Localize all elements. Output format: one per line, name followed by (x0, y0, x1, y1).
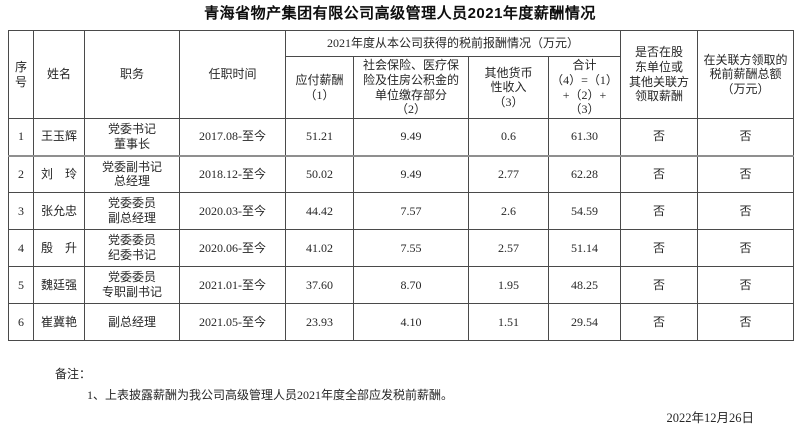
cell-serial: 6 (8, 303, 34, 341)
table-row: 1 王玉辉 党委书记 董事长 2017.08-至今 51.21 9.49 0.6… (8, 118, 795, 157)
cell-name: 王玉辉 (33, 118, 85, 157)
cell-tenure: 2021.05-至今 (179, 303, 286, 341)
cell-insurance: 7.57 (353, 192, 469, 230)
cell-salary: 44.42 (285, 192, 354, 230)
cell-tenure: 2017.08-至今 (179, 118, 286, 157)
cell-other-income: 1.51 (468, 303, 549, 341)
cell-related: 否 (697, 118, 795, 157)
header-salary: 应付薪酬 （1） (285, 56, 354, 119)
header-position: 职务 (84, 30, 180, 119)
cell-tenure: 2021.01-至今 (179, 266, 286, 304)
cell-shareholder: 否 (620, 192, 699, 230)
cell-other-income: 1.95 (468, 266, 549, 304)
cell-shareholder: 否 (620, 118, 699, 157)
page-title: 青海省物产集团有限公司高级管理人员2021年度薪酬情况 (204, 5, 596, 22)
cell-total: 51.14 (547, 229, 622, 267)
cell-insurance: 9.49 (353, 118, 469, 157)
cell-shareholder: 否 (620, 266, 699, 304)
cell-name: 刘 玲 (33, 155, 85, 193)
cell-insurance: 8.70 (353, 266, 469, 304)
cell-name: 张允忠 (33, 192, 85, 230)
table-row: 4 殷 升 党委委员 纪委书记 2020.06-至今 41.02 7.55 2.… (8, 229, 795, 267)
cell-other-income: 0.6 (468, 118, 549, 157)
cell-tenure: 2020.03-至今 (179, 192, 286, 230)
compensation-table: 序 号 姓名 职务 任职时间 2021年度从本公司获得的税前报酬情况（万元） 是… (8, 30, 795, 341)
cell-position: 党委委员 纪委书记 (84, 229, 180, 267)
cell-related: 否 (697, 303, 795, 341)
cell-salary: 50.02 (285, 155, 354, 193)
cell-related: 否 (697, 155, 795, 193)
header-total: 合计 （4）=（1） +（2）+ （3） (547, 56, 622, 119)
cell-insurance: 4.10 (353, 303, 469, 341)
header-other-income: 其他货币 性收入 （3） (468, 56, 549, 119)
cell-other-income: 2.6 (468, 192, 549, 230)
cell-serial: 3 (8, 192, 34, 230)
cell-other-income: 2.77 (468, 155, 549, 193)
cell-tenure: 2020.06-至今 (179, 229, 286, 267)
table-row: 3 张允忠 党委委员 副总经理 2020.03-至今 44.42 7.57 2.… (8, 192, 795, 230)
header-reward-group: 2021年度从本公司获得的税前报酬情况（万元） (284, 30, 622, 57)
header-name: 姓名 (33, 30, 85, 119)
cell-salary: 23.93 (285, 303, 354, 341)
cell-position: 党委书记 董事长 (84, 118, 180, 157)
cell-related: 否 (697, 229, 795, 267)
cell-total: 61.30 (547, 118, 622, 157)
cell-total: 62.28 (547, 155, 622, 193)
cell-shareholder: 否 (620, 303, 699, 341)
cell-serial: 1 (8, 118, 34, 157)
header-serial: 序 号 (8, 30, 34, 119)
header-insurance: 社会保险、医疗保 险及住房公积金的 单位缴存部分 （2） (353, 56, 469, 119)
cell-shareholder: 否 (620, 155, 699, 193)
cell-salary: 41.02 (285, 229, 354, 267)
table-row: 6 崔冀艳 副总经理 2021.05-至今 23.93 4.10 1.51 29… (8, 303, 795, 341)
table-row: 2 刘 玲 党委副书记 总经理 2018.12-至今 50.02 9.49 2.… (8, 155, 795, 193)
cell-tenure: 2018.12-至今 (179, 155, 286, 193)
cell-name: 魏廷强 (33, 266, 85, 304)
note-item: 1、上表披露薪酬为我公司高级管理人员2021年度全部应发税前薪酬。 (87, 388, 454, 402)
header-row-group: 序 号 姓名 职务 任职时间 2021年度从本公司获得的税前报酬情况（万元） 是… (8, 30, 795, 119)
header-tenure: 任职时间 (179, 30, 286, 119)
cell-serial: 5 (8, 266, 34, 304)
header-row-sub: 应付薪酬 （1） 社会保险、医疗保 险及住房公积金的 单位缴存部分 （2） 其他… (9, 56, 794, 119)
cell-shareholder: 否 (620, 229, 699, 267)
cell-related: 否 (697, 266, 795, 304)
cell-other-income: 2.57 (468, 229, 549, 267)
cell-total: 29.54 (547, 303, 622, 341)
cell-position: 党委委员 副总经理 (84, 192, 180, 230)
cell-position: 党委副书记 总经理 (84, 155, 180, 193)
cell-name: 崔冀艳 (33, 303, 85, 341)
cell-serial: 4 (8, 229, 34, 267)
cell-position: 党委委员 专职副书记 (84, 266, 180, 304)
header-related-total: 在关联方领取的 税前薪酬总额 （万元） (697, 30, 795, 119)
cell-total: 54.59 (547, 192, 622, 230)
notes-label: 备注： (55, 367, 92, 381)
cell-insurance: 7.55 (353, 229, 469, 267)
cell-related: 否 (697, 192, 795, 230)
cell-position: 副总经理 (84, 303, 180, 341)
document-date: 2022年12月26日 (666, 411, 754, 425)
cell-salary: 37.60 (285, 266, 354, 304)
cell-name: 殷 升 (33, 229, 85, 267)
cell-salary: 51.21 (285, 118, 354, 157)
cell-insurance: 9.49 (353, 155, 469, 193)
notes-block: 备注： 1、上表披露薪酬为我公司高级管理人员2021年度全部应发税前薪酬。 (55, 365, 453, 403)
cell-total: 48.25 (547, 266, 622, 304)
header-shareholder-pay: 是否在股 东单位或 其他关联方 领取薪酬 (620, 30, 699, 119)
table-row: 5 魏廷强 党委委员 专职副书记 2021.01-至今 37.60 8.70 1… (8, 266, 795, 304)
cell-serial: 2 (8, 155, 34, 193)
